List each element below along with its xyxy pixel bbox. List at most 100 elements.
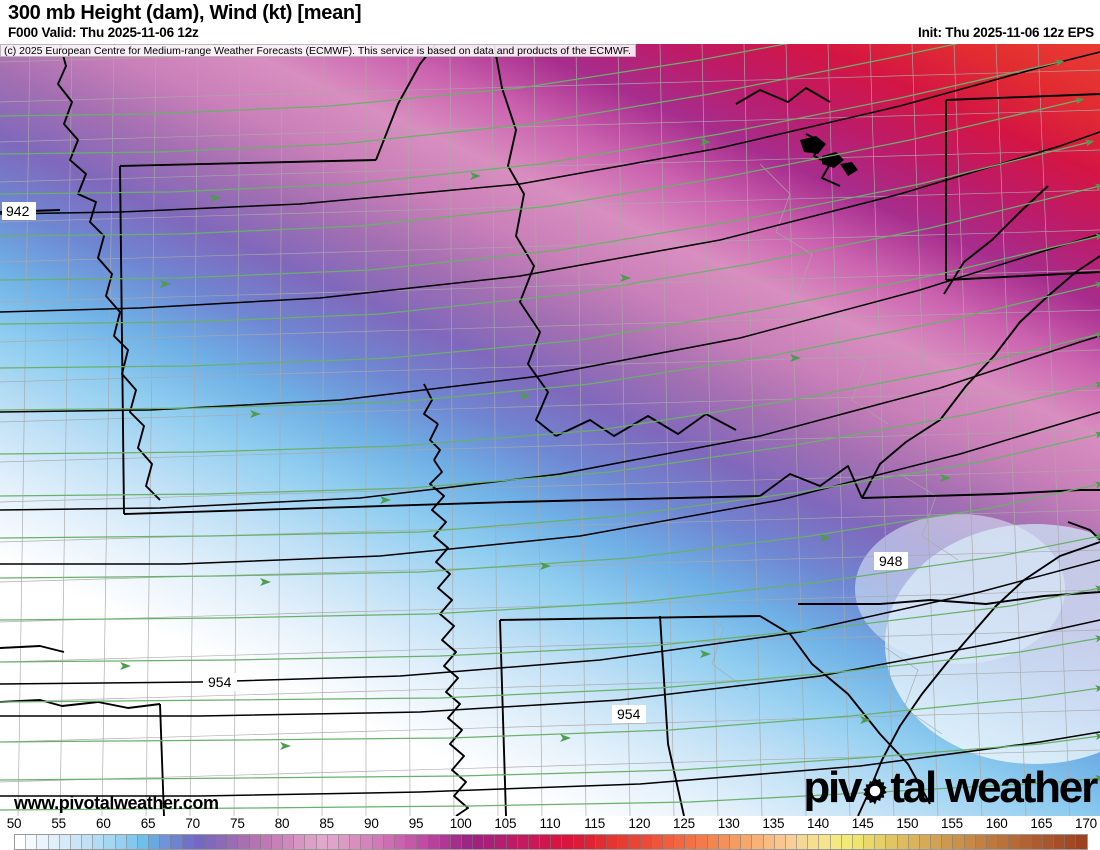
pivotal-weather-logo[interactable]: piv tal weather	[803, 763, 1098, 812]
colorbar-cell	[551, 835, 563, 849]
colorbar-gradient	[14, 834, 1088, 850]
colorbar-cell	[763, 835, 775, 849]
colorbar-cell	[1031, 835, 1043, 849]
colorbar-tick-155: 155	[941, 816, 963, 831]
colorbar-cell	[752, 835, 764, 849]
colorbar-cell	[640, 835, 652, 849]
colorbar-cell	[674, 835, 686, 849]
colorbar-tick-115: 115	[584, 816, 606, 831]
valid-time-label: F000 Valid: Thu 2025-11-06 12z	[8, 25, 199, 40]
colorbar-cell	[383, 835, 395, 849]
colorbar-cell	[730, 835, 742, 849]
map-canvas[interactable]: 942 948 954 954	[0, 44, 1100, 816]
colorbar-cell	[797, 835, 809, 849]
colorbar-cell	[908, 835, 920, 849]
colorbar-cell	[93, 835, 105, 849]
colorbar-tick-60: 60	[96, 816, 111, 831]
colorbar-cell	[618, 835, 630, 849]
colorbar-cell	[819, 835, 831, 849]
colorbar-cell	[562, 835, 574, 849]
colorbar-cell	[595, 835, 608, 849]
colorbar-tick-85: 85	[319, 816, 334, 831]
colorbar-tick-110: 110	[539, 816, 561, 831]
colorbar-tick-55: 55	[51, 816, 66, 831]
colorbar-cell	[193, 835, 205, 849]
colorbar-cell	[182, 835, 194, 849]
colorbar-tick-140: 140	[807, 816, 829, 831]
colorbar[interactable]: 50 55 60 65 70 75 80 85 90 95 100 105 110 115 120 125 13…	[0, 816, 1100, 850]
colorbar-cell	[662, 835, 675, 849]
colorbar-cell	[718, 835, 730, 849]
colorbar-cell	[696, 835, 708, 849]
colorbar-cell	[48, 835, 60, 849]
contour-label-954-east: 954	[615, 706, 643, 722]
colorbar-cell	[82, 835, 94, 849]
colorbar-cell	[785, 835, 798, 849]
colorbar-cell	[216, 835, 228, 849]
colorbar-tick-95: 95	[408, 816, 424, 831]
colorbar-cell	[26, 835, 38, 849]
website-watermark[interactable]: www.pivotalweather.com	[14, 793, 219, 813]
colorbar-tick-130: 130	[717, 816, 740, 831]
colorbar-cell	[707, 835, 719, 849]
colorbar-cell	[260, 835, 272, 849]
colorbar-cell	[830, 835, 842, 849]
colorbar-cell	[517, 835, 529, 849]
colorbar-cell	[15, 835, 27, 849]
page-title: 300 mb Height (dam), Wind (kt) [mean]	[8, 2, 362, 24]
colorbar-cell	[1009, 835, 1021, 849]
colorbar-cell	[361, 835, 373, 849]
colorbar-cell	[919, 835, 932, 849]
colorbar-cell	[406, 835, 418, 849]
colorbar-cell	[573, 835, 585, 849]
colorbar-cell	[808, 835, 820, 849]
colorbar-tick-120: 120	[628, 816, 651, 831]
colorbar-tick-105: 105	[494, 816, 517, 831]
colorbar-cell	[651, 835, 663, 849]
colorbar-cell	[473, 835, 485, 849]
colorbar-tick-100: 100	[449, 816, 472, 831]
colorbar-cell	[886, 835, 898, 849]
colorbar-cell	[629, 835, 641, 849]
colorbar-cell	[238, 835, 250, 849]
colorbar-cell	[964, 835, 976, 849]
colorbar-cell	[975, 835, 987, 849]
state-boundaries	[0, 44, 1100, 816]
colorbar-tick-80: 80	[274, 816, 290, 831]
colorbar-cell	[897, 835, 909, 849]
colorbar-cell	[852, 835, 865, 849]
colorbar-tick-70: 70	[185, 816, 200, 831]
colorbar-cell	[450, 835, 462, 849]
colorbar-cell	[1053, 835, 1066, 849]
contour-label-948: 948	[877, 553, 905, 569]
logo-text-part2: tal weather	[890, 763, 1098, 812]
colorbar-cell	[115, 835, 127, 849]
colorbar-tick-150: 150	[896, 816, 919, 831]
colorbar-cell	[338, 835, 351, 849]
colorbar-tick-50: 50	[6, 816, 22, 831]
header-bar: 300 mb Height (dam), Wind (kt) [mean] F0…	[0, 0, 1100, 44]
colorbar-cell	[104, 835, 116, 849]
colorbar-cell	[271, 835, 284, 849]
colorbar-cell	[1065, 835, 1077, 849]
colorbar-tick-125: 125	[673, 816, 695, 831]
colorbar-cell	[294, 835, 306, 849]
colorbar-cell	[986, 835, 999, 849]
colorbar-cell	[316, 835, 328, 849]
colorbar-cell	[1076, 835, 1087, 849]
colorbar-cell	[495, 835, 507, 849]
colorbar-tick-135: 135	[762, 816, 785, 831]
colorbar-cell	[841, 835, 853, 849]
colorbar-tick-labels: 50 55 60 65 70 75 80 85 90 95 100 105 110 115 120 125 13…	[0, 816, 1100, 833]
colorbar-cell	[350, 835, 362, 849]
colorbar-tick-165: 165	[1030, 816, 1053, 831]
colorbar-cell	[685, 835, 697, 849]
colorbar-tick-145: 145	[851, 816, 874, 831]
colorbar-cell	[171, 835, 183, 849]
contour-label-942: 942	[4, 203, 32, 219]
colorbar-cell	[875, 835, 887, 849]
colorbar-cell	[528, 835, 541, 849]
colorbar-cell	[249, 835, 261, 849]
logo-text-part1: piv	[803, 763, 862, 812]
